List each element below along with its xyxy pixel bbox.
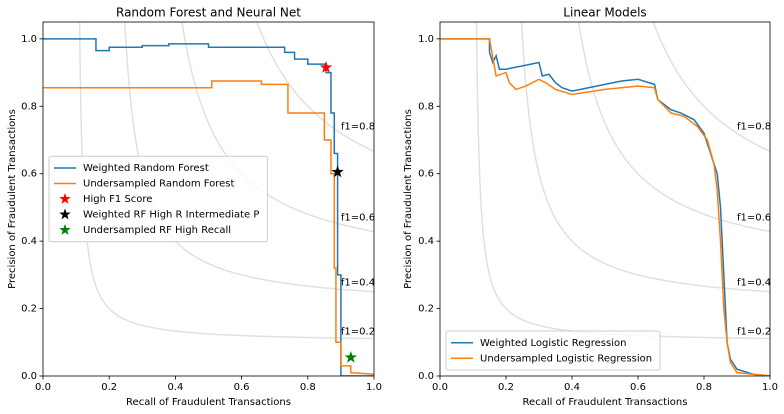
pr-curve bbox=[43, 80, 374, 376]
chart-title: Random Forest and Neural Net bbox=[116, 6, 301, 20]
x-tick-label: 0.8 bbox=[300, 382, 316, 393]
legend-label: High F1 Score bbox=[83, 194, 152, 205]
legend-label: Undersampled RF High Recall bbox=[83, 225, 231, 236]
x-tick-label: 0.4 bbox=[167, 382, 183, 393]
x-tick-label: 0.0 bbox=[432, 382, 448, 393]
x-tick-label: 1.0 bbox=[762, 382, 778, 393]
y-tick-label: 1.0 bbox=[21, 34, 37, 45]
y-axis-label: Precision of Fraudulent Transactions bbox=[7, 109, 18, 289]
y-axis-label: Precision of Fraudulent Transactions bbox=[403, 109, 414, 289]
pr-curve bbox=[43, 38, 374, 376]
x-tick-label: 0.0 bbox=[35, 382, 51, 393]
x-tick-label: 0.8 bbox=[696, 382, 712, 393]
legend-marker bbox=[59, 208, 71, 220]
iso-f1-curve bbox=[652, 22, 770, 152]
iso-f1-label: f1=0.8 bbox=[737, 122, 771, 133]
y-tick-label: 0.6 bbox=[418, 169, 434, 180]
x-tick-label: 0.4 bbox=[564, 382, 580, 393]
x-axis-label: Recall of Fraudulent Transactions bbox=[523, 397, 688, 408]
y-tick-label: 1.0 bbox=[418, 34, 434, 45]
star-marker bbox=[344, 350, 358, 363]
pr-curve bbox=[440, 38, 770, 376]
legend-marker bbox=[59, 224, 71, 235]
x-tick-label: 1.0 bbox=[366, 382, 382, 393]
iso-f1-label: f1=0.4 bbox=[737, 278, 771, 289]
x-tick-label: 0.6 bbox=[630, 382, 646, 393]
iso-f1-label: f1=0.4 bbox=[341, 278, 375, 289]
legend-label: Weighted Logistic Regression bbox=[480, 338, 626, 349]
legend-marker bbox=[59, 193, 71, 204]
iso-f1-label: f1=0.6 bbox=[737, 213, 771, 224]
y-tick-label: 0.4 bbox=[418, 236, 434, 247]
y-tick-label: 0.0 bbox=[418, 371, 434, 382]
y-tick-label: 0.8 bbox=[21, 101, 37, 112]
legend-label: Weighted RF High R Intermediate P bbox=[83, 210, 259, 221]
y-tick-label: 0.6 bbox=[21, 169, 37, 180]
legend-box bbox=[48, 155, 268, 243]
legend: Weighted Logistic Regression Undersampled… bbox=[445, 330, 661, 371]
legend-label: Weighted Random Forest bbox=[83, 163, 209, 174]
plot-area bbox=[440, 22, 770, 376]
x-tick-label: 0.6 bbox=[234, 382, 250, 393]
iso-f1-curve bbox=[256, 22, 374, 152]
y-tick-label: 0.0 bbox=[21, 371, 37, 382]
iso-f1-curve bbox=[520, 22, 770, 293]
legend: Weighted Random Forest Undersampled Rando… bbox=[48, 155, 268, 243]
iso-f1-label: f1=0.8 bbox=[341, 122, 375, 133]
legend-label: Undersampled Random Forest bbox=[83, 179, 235, 190]
iso-f1-label: f1=0.2 bbox=[341, 326, 375, 337]
iso-f1-curve bbox=[78, 22, 374, 340]
y-tick-label: 0.2 bbox=[418, 304, 434, 315]
x-tick-label: 0.2 bbox=[101, 382, 117, 393]
legend-label: Undersampled Logistic Regression bbox=[480, 353, 652, 364]
y-tick-label: 0.8 bbox=[418, 101, 434, 112]
y-tick-label: 0.4 bbox=[21, 236, 37, 247]
iso-f1-label: f1=0.6 bbox=[341, 213, 375, 224]
star-marker bbox=[331, 165, 344, 178]
iso-f1-label: f1=0.2 bbox=[737, 326, 771, 337]
chart-title: Linear Models bbox=[563, 6, 646, 20]
axes-frame bbox=[439, 21, 771, 377]
x-axis-label: Recall of Fraudulent Transactions bbox=[126, 397, 291, 408]
iso-f1-curve bbox=[577, 22, 770, 233]
y-tick-label: 0.2 bbox=[21, 304, 37, 315]
legend-box bbox=[445, 330, 661, 371]
star-marker bbox=[319, 61, 333, 73]
axes-frame bbox=[42, 21, 375, 377]
x-tick-label: 0.2 bbox=[498, 382, 514, 393]
pr-curve bbox=[440, 38, 770, 376]
